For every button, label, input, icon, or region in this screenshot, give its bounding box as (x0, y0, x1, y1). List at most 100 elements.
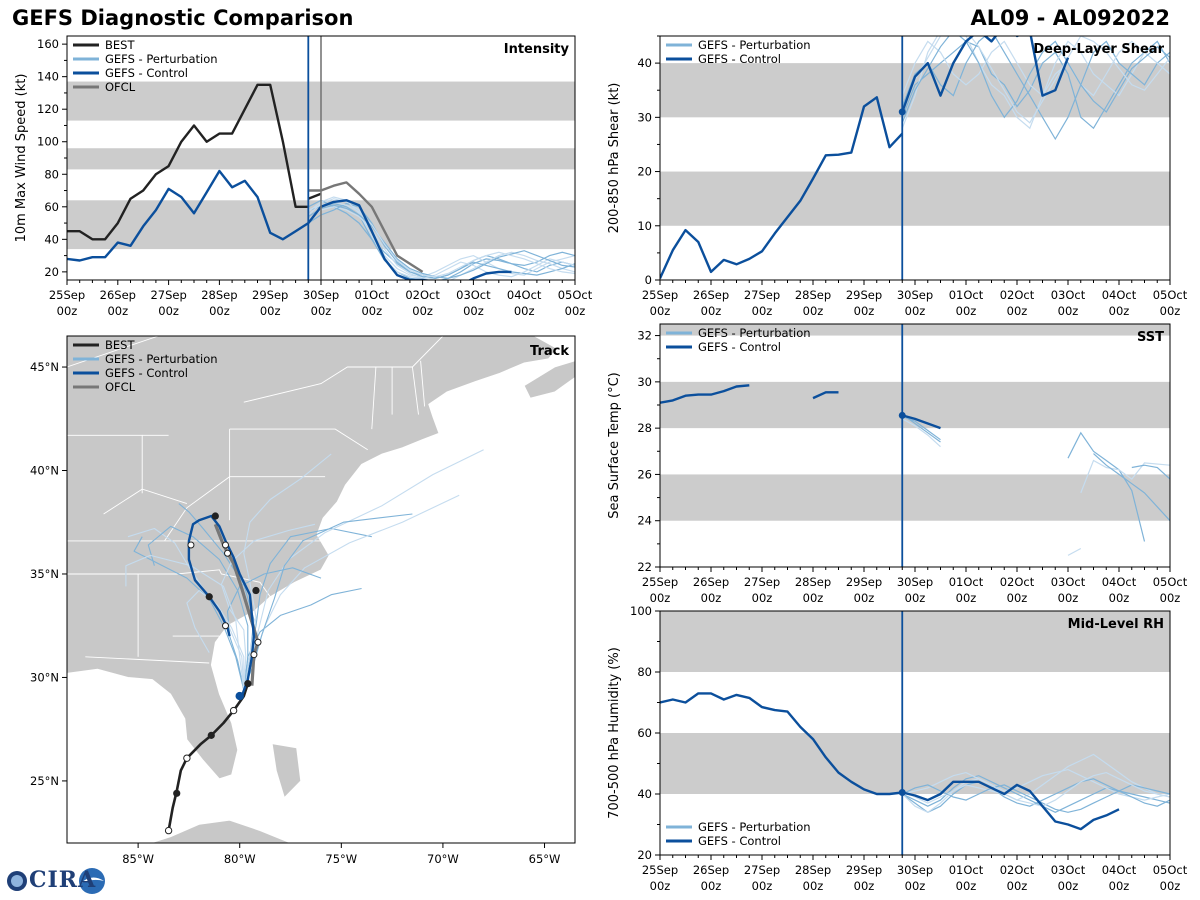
x-tick-label: 00z (1058, 304, 1079, 318)
x-tick-label: 02Oct (405, 288, 440, 302)
perturbation-line (1131, 464, 1170, 480)
series-line (660, 384, 750, 404)
legend-label: BEST (105, 38, 135, 52)
state-border (103, 488, 188, 515)
x-tick-label: 29Sep (846, 288, 882, 302)
state-border (85, 656, 210, 664)
x-tick-label: 00z (158, 304, 179, 318)
y-tick-label: 140 (37, 70, 59, 84)
panel-title: Mid-Level RH (1068, 617, 1164, 632)
forecast-open-point (250, 651, 258, 659)
best-track-point (173, 789, 181, 797)
forecast-open-point (224, 549, 232, 557)
perturbation-line (901, 40, 1170, 130)
x-tick-label: 25Sep (642, 288, 678, 302)
x-tick-label: 00z (956, 879, 977, 893)
map-area (67, 336, 575, 843)
x-tick-label: 00z (514, 304, 535, 318)
x-tick-label: 30Sep (897, 863, 933, 877)
state-border (243, 336, 444, 403)
panel-shear: 25Sep 00z 26Sep 00z 27Sep 00z 28Sep 00z 29Sep 00z… (607, 35, 1188, 318)
forecast-open-point (254, 638, 262, 646)
land-mass (271, 743, 302, 799)
x-tick-label: 00z (311, 304, 332, 318)
figure-title: GEFS Diagnostic Comparison (12, 6, 354, 30)
threshold-band (660, 324, 1170, 336)
x-tick-label: 30Sep (897, 288, 933, 302)
perturbation-track (226, 567, 322, 691)
x-tick-label: 01Oct (949, 575, 984, 589)
lon-tick-label: 85°W (122, 852, 154, 866)
state-border (67, 336, 159, 368)
x-tick-label: 00z (650, 591, 671, 605)
y-axis-label: 700-500 hPa Humidity (%) (607, 647, 622, 819)
y-tick-label: 32 (637, 329, 652, 343)
x-tick-label: 03Oct (1051, 575, 1086, 589)
plot-area (660, 324, 1170, 567)
x-tick-label: 03Oct (1051, 288, 1086, 302)
best-track-open-point (164, 826, 173, 835)
x-tick-label: 26Sep (693, 575, 729, 589)
x-tick-label: 27Sep (150, 288, 186, 302)
x-tick-label: 00z (1160, 591, 1181, 605)
legend-label: GEFS - Control (698, 834, 781, 848)
legend-label: BEST (105, 338, 135, 352)
x-tick-label: 29Sep (252, 288, 288, 302)
perturbation-line (307, 206, 575, 280)
x-tick-label: 05Oct (558, 288, 593, 302)
series-line (902, 780, 1120, 831)
lon-tick-label: 80°W (224, 852, 256, 866)
perturbation-line (902, 775, 1170, 813)
best-track-point (207, 731, 215, 739)
lon-tick-label: 75°W (325, 852, 357, 866)
state-border (164, 476, 326, 542)
x-tick-label: 25Sep (642, 863, 678, 877)
x-tick-label: 00z (956, 304, 977, 318)
threshold-band (660, 733, 1170, 794)
perturbation-line (902, 768, 1170, 801)
x-tick-label: 05Oct (1153, 288, 1188, 302)
perturbation-line (901, 36, 1170, 124)
plot-frame (66, 335, 576, 844)
series-line (67, 169, 512, 280)
plot-frame (659, 323, 1171, 568)
panel-rh: 25Sep 00z 26Sep 00z 27Sep 00z 28Sep 00z 29Sep 00z… (607, 604, 1188, 893)
threshold-band (660, 381, 1170, 429)
x-tick-label: 01Oct (355, 288, 390, 302)
y-tick-label: 160 (37, 37, 59, 51)
plot-area (660, 36, 1170, 280)
y-tick-label: 20 (637, 165, 652, 179)
legend-label: OFCL (105, 80, 136, 94)
x-tick-label: 27Sep (744, 863, 780, 877)
x-tick-label: 00z (803, 591, 824, 605)
y-tick-label: 120 (37, 102, 59, 116)
x-tick-label: 00z (1058, 591, 1079, 605)
y-axis-label: Sea Surface Temp (°C) (607, 372, 622, 519)
x-tick-label: 00z (803, 304, 824, 318)
init-marker (898, 108, 906, 116)
panel-title: SST (1137, 330, 1164, 345)
lat-tick-label: 30°N (30, 670, 59, 684)
x-tick-label: 00z (361, 304, 382, 318)
x-tick-label: 30Sep (303, 288, 339, 302)
panel-track: 85°W 80°W 75°W 70°W 65°W 25°N 30°N 35°N 40°N 45°N… (30, 335, 576, 866)
y-tick-label: 10 (637, 219, 652, 233)
panel-title: Deep-Layer Shear (1033, 42, 1164, 57)
x-tick-label: 02Oct (1000, 288, 1035, 302)
x-tick-label: 29Sep (846, 575, 882, 589)
legend-label: GEFS - Perturbation (105, 52, 218, 66)
legend-label: GEFS - Control (698, 52, 781, 66)
y-tick-label: 20 (44, 265, 59, 279)
land-mass (523, 360, 575, 399)
x-tick-label: 00z (107, 304, 128, 318)
perturbation-track (133, 536, 245, 691)
best-track-open-point (183, 754, 191, 762)
panel-title: Intensity (504, 42, 570, 57)
x-tick-label: 04Oct (1102, 575, 1137, 589)
x-tick-label: 00z (260, 304, 281, 318)
x-tick-label: 00z (701, 879, 722, 893)
threshold-band (660, 171, 1170, 226)
x-tick-label: 00z (565, 304, 586, 318)
x-tick-label: 00z (854, 879, 875, 893)
